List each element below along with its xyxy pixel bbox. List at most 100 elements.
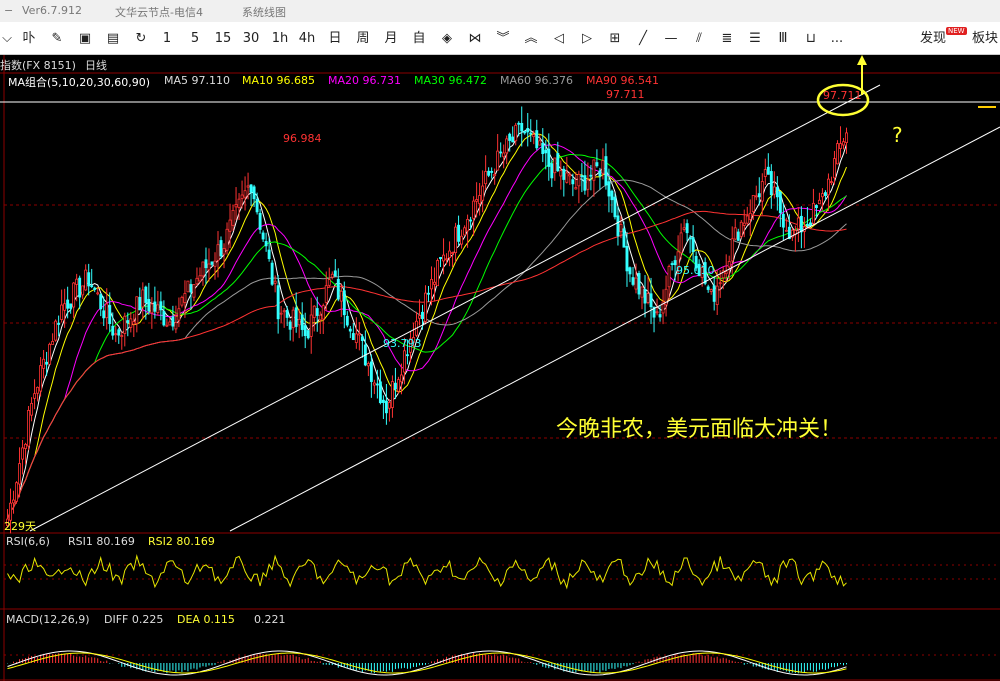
period-week-button[interactable]: 周	[356, 31, 370, 46]
candle-body	[348, 328, 352, 332]
more-button[interactable]: ...	[830, 31, 844, 46]
candle-body	[372, 382, 376, 386]
candle-body	[393, 382, 397, 390]
fib-tool-icon[interactable]: ≣	[721, 31, 733, 46]
candle-body	[634, 277, 638, 290]
window-icon[interactable]: ▣	[78, 31, 92, 46]
period-label[interactable]: 日线	[85, 59, 107, 72]
candle-body	[264, 241, 268, 247]
rsi-title[interactable]: RSI(6,6)	[6, 535, 50, 548]
period-5min-button[interactable]: 5	[190, 31, 200, 46]
arrow-left-icon[interactable]: ◁	[554, 31, 564, 46]
double-chevron-up-icon[interactable]: ︽	[524, 31, 538, 46]
period-1h-button[interactable]: 1h	[271, 31, 289, 46]
candle-body	[342, 290, 346, 316]
candle-body	[523, 131, 527, 134]
candle-body	[511, 136, 515, 143]
trendline-lower	[229, 126, 1000, 532]
discover-button[interactable]: 发现	[919, 31, 946, 46]
candle-body	[57, 322, 61, 325]
save-icon[interactable]: ▤	[106, 31, 120, 46]
candle-body	[315, 308, 319, 316]
candle-body	[655, 311, 659, 314]
line-tool-icon[interactable]: ╱	[639, 31, 647, 46]
candle-body	[718, 282, 722, 285]
parallel-line-icon[interactable]: ⫽	[696, 31, 702, 46]
candle-body	[451, 252, 455, 254]
candle-body	[664, 288, 668, 306]
candle-style-icon[interactable]: 卟	[22, 31, 36, 46]
candle-body	[228, 219, 232, 232]
candle-body	[682, 227, 686, 230]
candle-body	[210, 261, 214, 265]
candle-body	[448, 250, 452, 258]
candle-body	[168, 321, 172, 326]
system-menu-label[interactable]: 系统线图	[242, 6, 286, 19]
layout-grid-icon[interactable]: ⊞	[609, 31, 621, 46]
candle-body	[144, 286, 148, 303]
horizontal-line-icon[interactable]: —	[664, 31, 678, 46]
candle-body	[174, 322, 178, 330]
candle-body	[48, 343, 52, 365]
hlines-icon[interactable]: ☰	[749, 31, 761, 46]
candle-body	[147, 298, 151, 312]
candle-body	[354, 333, 358, 343]
candle-body	[836, 143, 839, 165]
cursor-icon[interactable]: ⌵	[2, 31, 12, 46]
period-month-button[interactable]: 月	[384, 31, 398, 46]
candle-body	[808, 222, 812, 226]
candle-body	[727, 261, 731, 268]
candle-body	[496, 150, 500, 171]
low-label-1: 93.793	[383, 337, 422, 350]
period-custom-button[interactable]: 自	[412, 31, 426, 46]
candle-body	[75, 278, 79, 285]
candle-body	[189, 284, 193, 293]
candle-body	[799, 215, 803, 233]
kline-chart[interactable]	[0, 55, 1000, 681]
period-15min-button[interactable]: 15	[214, 31, 232, 46]
menu-dash-icon[interactable]: −	[4, 4, 14, 17]
period-day-button[interactable]: 日	[328, 31, 342, 46]
candle-body	[592, 159, 596, 181]
refresh-icon[interactable]: ↻	[135, 31, 147, 46]
candle-body	[616, 215, 620, 237]
bowtie-icon[interactable]: ⋈	[468, 31, 482, 46]
vlines-icon[interactable]: Ⅲ	[778, 31, 788, 46]
board-button[interactable]: 板块	[972, 31, 999, 46]
candle-body	[769, 171, 773, 196]
candle-body	[270, 262, 274, 285]
candle-body	[610, 190, 614, 201]
candle-body	[598, 170, 602, 177]
candle-body	[475, 199, 479, 202]
candle-body	[150, 303, 154, 314]
ma-combo-title[interactable]: MA组合(5,10,20,30,60,90)	[8, 76, 151, 89]
candle-body	[402, 350, 406, 373]
macd-value-readout: 0.221	[254, 613, 286, 626]
candle-body	[490, 170, 494, 173]
period-4h-button[interactable]: 4h	[298, 31, 316, 46]
new-badge: NEW	[946, 27, 967, 35]
candle-body	[165, 324, 169, 327]
arrow-right-icon[interactable]: ▷	[582, 31, 592, 46]
chart-area[interactable]: 指数(FX 8151) 日线 MA组合(5,10,20,30,60,90) MA…	[0, 55, 1000, 681]
double-chevron-down-icon[interactable]: ︾	[496, 31, 510, 46]
candle-body	[517, 122, 521, 125]
candle-body	[754, 195, 758, 198]
candle-body	[760, 181, 764, 202]
candle-body	[670, 263, 674, 265]
ma30-line	[7, 154, 847, 520]
candle-body	[661, 301, 665, 314]
candle-body	[225, 228, 229, 251]
draw-tool-icon[interactable]: ✎	[51, 31, 63, 46]
candle-body	[78, 277, 82, 298]
macd-title[interactable]: MACD(12,26,9)	[6, 613, 90, 626]
server-node-label: 文华云节点-电信4	[115, 6, 203, 19]
candle-body	[814, 205, 818, 209]
diamond-icon[interactable]: ◈	[442, 31, 452, 46]
bucket-icon[interactable]: ⊔	[805, 31, 817, 46]
period-30min-button[interactable]: 30	[242, 31, 260, 46]
period-1min-button[interactable]: 1	[162, 31, 172, 46]
candle-body	[102, 310, 106, 319]
ma30-readout: MA30 96.472	[414, 74, 488, 87]
candle-body	[378, 381, 382, 404]
